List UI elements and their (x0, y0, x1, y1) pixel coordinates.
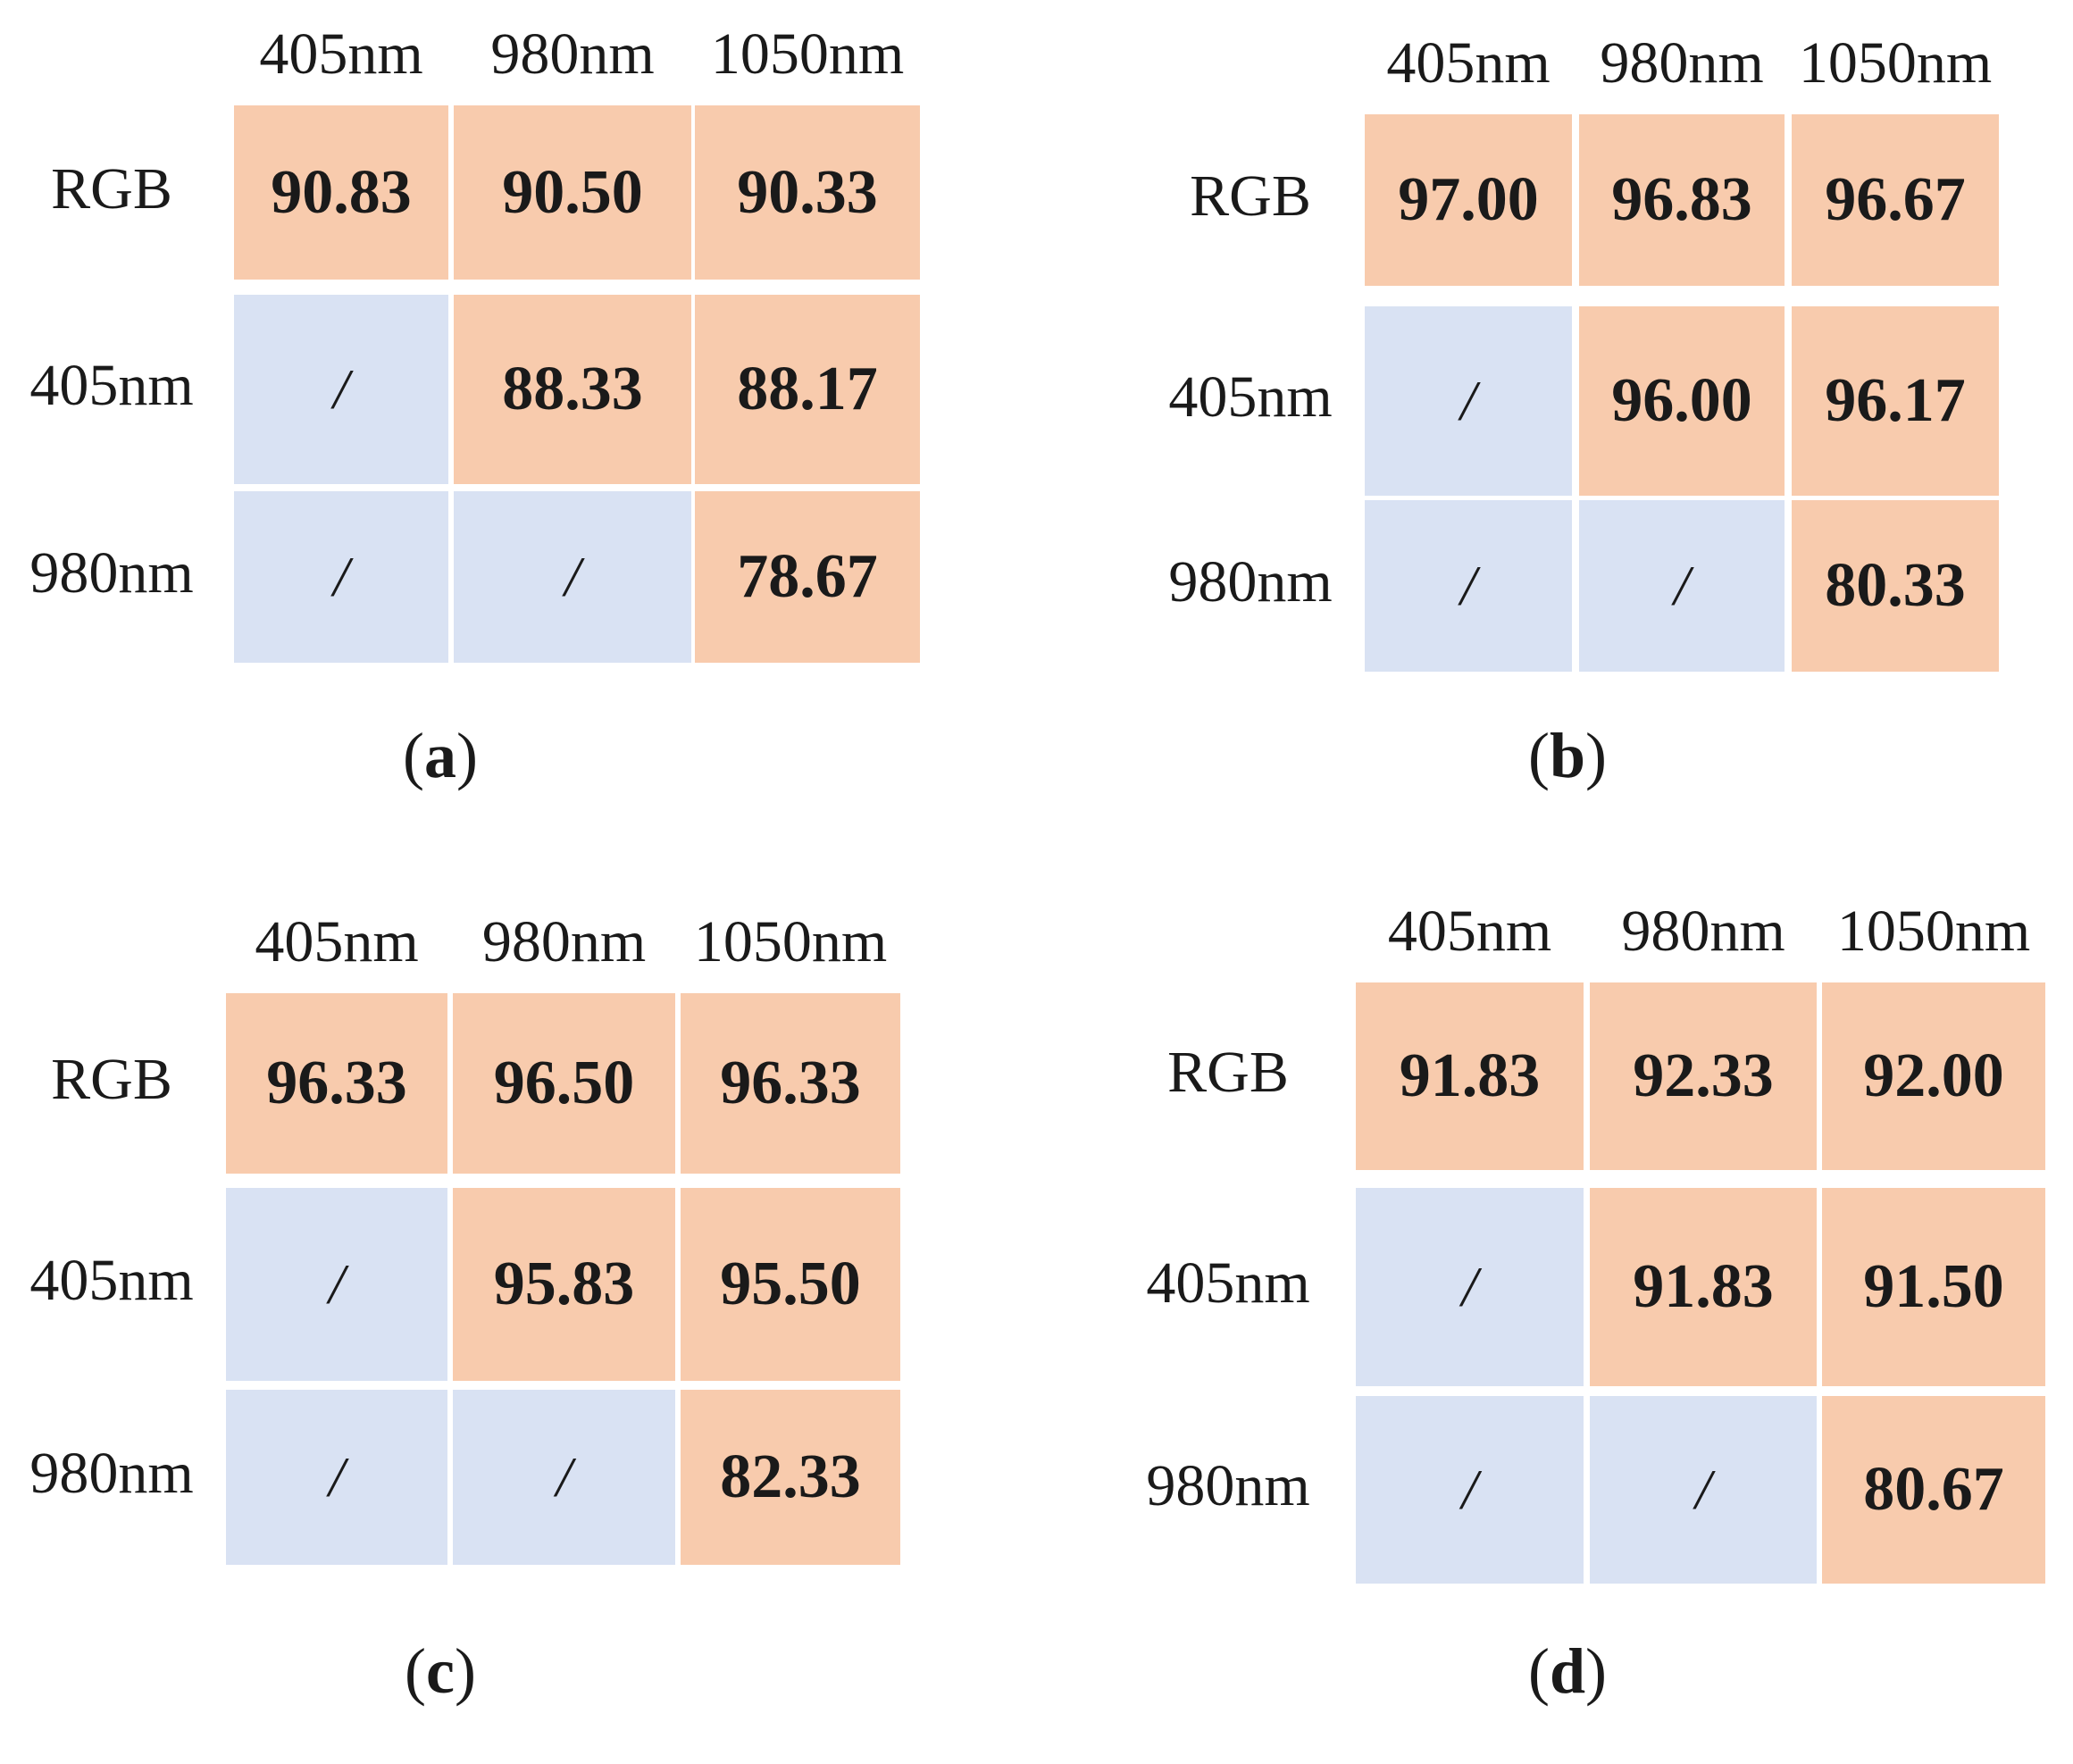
column-header: 980nm (481, 909, 647, 974)
row-header: 980nm (1146, 1453, 1310, 1518)
row-header: 980nm (29, 1441, 194, 1506)
panel-caption: (c) (405, 1635, 476, 1707)
value-cell: 95.83 (453, 1188, 675, 1381)
empty-cell: / (1579, 500, 1785, 672)
value-cell: 80.33 (1792, 500, 1999, 672)
column-header: 405nm (255, 909, 419, 974)
value-cell: 92.33 (1590, 982, 1817, 1170)
value-cell: 96.67 (1792, 114, 1999, 286)
value-cell: 97.00 (1365, 114, 1572, 286)
value-cell: 91.83 (1356, 982, 1584, 1170)
value-cell: 90.50 (454, 105, 691, 280)
empty-cell: / (226, 1390, 447, 1565)
column-header: 405nm (1387, 899, 1552, 964)
empty-cell: / (1356, 1188, 1584, 1386)
value-cell: 96.50 (453, 993, 675, 1174)
empty-cell: / (226, 1188, 447, 1381)
value-cell: 96.83 (1579, 114, 1785, 286)
row-header: 405nm (1146, 1250, 1310, 1316)
panel-caption: (b) (1527, 720, 1607, 791)
value-cell: 96.33 (226, 993, 447, 1174)
row-header: 405nm (29, 1248, 194, 1313)
row-header: 405nm (1168, 364, 1333, 430)
column-header: 1050nm (710, 21, 905, 87)
row-header: 980nm (29, 540, 194, 606)
column-header: 405nm (259, 21, 423, 87)
value-cell: 90.83 (234, 105, 448, 280)
column-header: 1050nm (1798, 30, 1993, 96)
column-header: 980nm (490, 21, 655, 87)
empty-cell: / (1365, 500, 1572, 672)
value-cell: 92.00 (1822, 982, 2045, 1170)
empty-cell: / (1356, 1396, 1584, 1584)
empty-cell: / (1365, 306, 1572, 496)
row-header: 405nm (29, 353, 194, 418)
panel-caption: (a) (403, 720, 478, 791)
value-cell: 96.00 (1579, 306, 1785, 496)
value-cell: 78.67 (695, 491, 920, 663)
empty-cell: / (453, 1390, 675, 1565)
panel-caption: (d) (1527, 1635, 1607, 1707)
row-header: RGB (51, 1047, 172, 1112)
row-header: RGB (1167, 1040, 1289, 1105)
column-header: 1050nm (693, 909, 888, 974)
empty-cell: / (234, 295, 448, 484)
value-cell: 90.33 (695, 105, 920, 280)
empty-cell: / (1590, 1396, 1817, 1584)
value-cell: 96.17 (1792, 306, 1999, 496)
column-header: 980nm (1621, 899, 1785, 964)
empty-cell: / (234, 491, 448, 663)
value-cell: 82.33 (681, 1390, 900, 1565)
value-cell: 95.50 (681, 1188, 900, 1381)
value-cell: 91.50 (1822, 1188, 2045, 1386)
column-header: 1050nm (1836, 899, 2031, 964)
value-cell: 96.33 (681, 993, 900, 1174)
row-header: 980nm (1168, 549, 1333, 614)
value-cell: 80.67 (1822, 1396, 2045, 1584)
value-cell: 88.17 (695, 295, 920, 484)
value-cell: 91.83 (1590, 1188, 1817, 1386)
value-cell: 88.33 (454, 295, 691, 484)
row-header: RGB (51, 155, 172, 222)
empty-cell: / (454, 491, 691, 663)
column-header: 980nm (1600, 30, 1764, 96)
row-header: RGB (1190, 163, 1311, 229)
column-header: 405nm (1386, 30, 1551, 96)
